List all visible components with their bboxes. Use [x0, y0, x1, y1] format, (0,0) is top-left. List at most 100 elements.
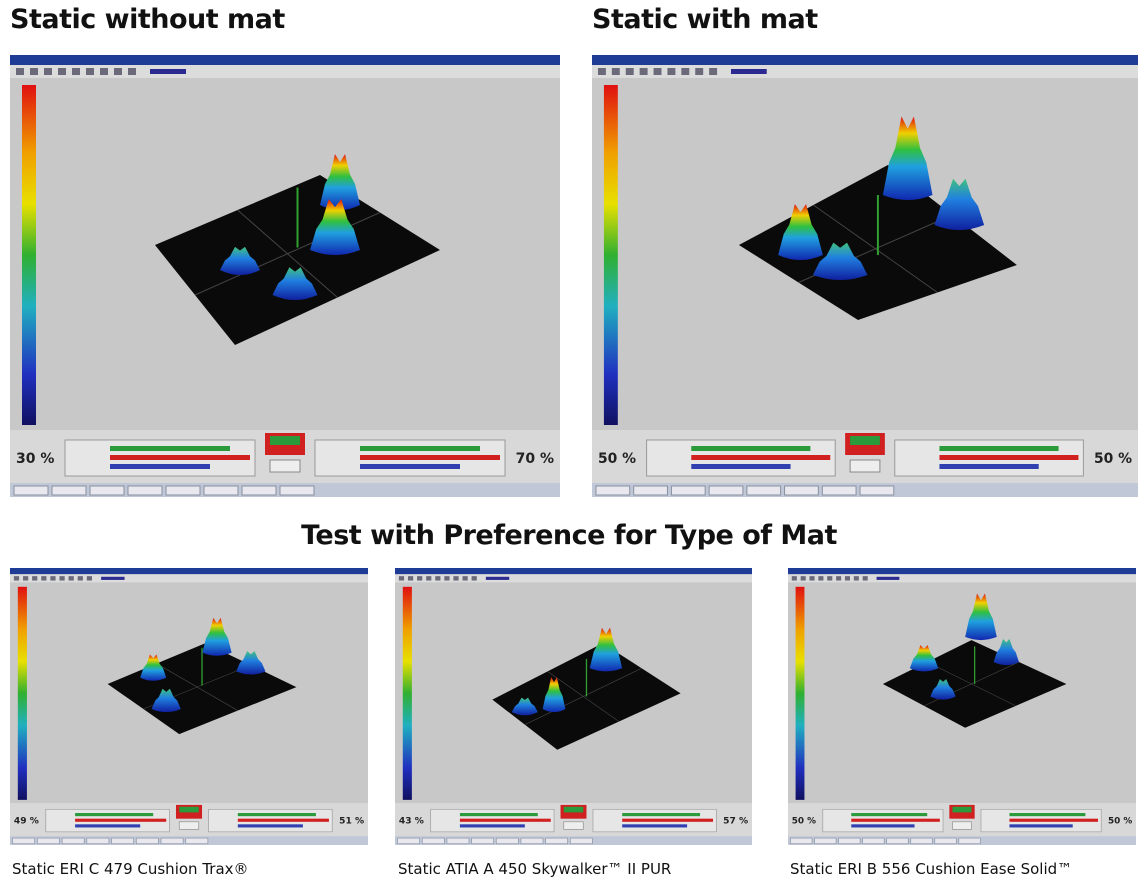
taskbar-item [496, 838, 518, 844]
taskbar-item [161, 838, 183, 844]
toolbar-icon [667, 68, 675, 75]
feet-icon [270, 436, 300, 445]
bar [110, 446, 230, 451]
toolbar-icon [598, 68, 606, 75]
page: Static without mat Static with mat Test … [0, 0, 1138, 886]
bar [1009, 819, 1098, 822]
taskbar-item [791, 838, 813, 844]
taskbar-item [37, 838, 59, 844]
toolbar-label [486, 577, 509, 580]
bar [691, 464, 790, 469]
feet-icon [953, 807, 972, 813]
taskbar-item [839, 838, 861, 844]
toolbar-icon [810, 576, 815, 580]
toolbar-icon [681, 68, 689, 75]
taskbar-item [521, 838, 543, 844]
left-percent: 50 % [598, 451, 636, 467]
taskbar-item [709, 486, 743, 495]
title-bar [592, 55, 1138, 65]
toolbar-icon [408, 576, 413, 580]
bar [460, 824, 525, 827]
bar [110, 464, 210, 469]
toolbar-icon [654, 68, 662, 75]
heading: Static with mat [592, 4, 818, 35]
left-percent: 49 % [14, 817, 39, 827]
taskbar-item [596, 486, 630, 495]
toolbar-icon [612, 68, 620, 75]
toolbar-icon [114, 68, 122, 75]
toolbar-icon [50, 576, 55, 580]
taskbar-item [634, 486, 668, 495]
toolbar-label [731, 69, 767, 74]
bar [110, 455, 250, 460]
button [850, 460, 880, 472]
toolbar-icon [399, 576, 404, 580]
toolbar-icon [626, 68, 634, 75]
bar [238, 813, 316, 816]
feet-icon [564, 807, 583, 813]
toolbar-icon [16, 68, 24, 75]
taskbar-item [280, 486, 314, 495]
right-percent: 50 % [1094, 451, 1132, 467]
bar [360, 455, 500, 460]
feet-icon [179, 807, 199, 813]
bar [75, 819, 166, 822]
taskbar-item [166, 486, 200, 495]
toolbar-icon [426, 576, 431, 580]
bar [622, 824, 687, 827]
taskbar-item [13, 838, 35, 844]
bar [939, 446, 1058, 451]
toolbar-icon [836, 576, 841, 580]
toolbar-icon [801, 576, 806, 580]
taskbar-item [671, 486, 705, 495]
color-scale [604, 85, 618, 425]
taskbar-item [911, 838, 933, 844]
toolbar-icon [640, 68, 648, 75]
bar [75, 813, 153, 816]
bar [360, 464, 460, 469]
left-percent: 50 % [792, 817, 816, 827]
toolbar-icon [30, 68, 38, 75]
right-percent: 51 % [339, 817, 364, 827]
bar [622, 813, 700, 816]
bar [691, 446, 810, 451]
bar [460, 819, 551, 822]
color-scale [22, 85, 36, 425]
caption: Static ERI C 479 Cushion Trax® [12, 860, 249, 878]
right-percent: 70 % [516, 451, 554, 467]
taskbar-item [422, 838, 444, 844]
toolbar-label [150, 69, 186, 74]
toolbar-label [101, 577, 124, 580]
toolbar-icon [41, 576, 46, 580]
button [179, 822, 199, 830]
taskbar-item [472, 838, 494, 844]
bar [360, 446, 480, 451]
button [270, 460, 300, 472]
toolbar-icon [59, 576, 64, 580]
button [953, 822, 972, 830]
screenshot: 49 % 51 % [10, 568, 368, 845]
screenshot: 43 %57 % [395, 568, 752, 845]
bar [622, 819, 713, 822]
taskbar-item [887, 838, 909, 844]
taskbar-item [815, 838, 837, 844]
bar [460, 813, 538, 816]
toolbar-icon [86, 68, 94, 75]
taskbar-item [959, 838, 981, 844]
taskbar-item [822, 486, 856, 495]
taskbar-item [136, 838, 158, 844]
toolbar-icon [72, 68, 80, 75]
toolbar-icon [863, 576, 868, 580]
heading: Test with Preference for Type of Mat [0, 520, 1138, 551]
toolbar-icon [417, 576, 422, 580]
bar [851, 819, 940, 822]
toolbar-icon [78, 576, 83, 580]
toolbar-icon [32, 576, 37, 580]
caption: Static ERI B 556 Cushion Ease Solid™ [790, 860, 1072, 878]
toolbar-icon [58, 68, 66, 75]
title-bar [788, 568, 1136, 574]
title-bar [10, 55, 560, 65]
taskbar-item [204, 486, 238, 495]
taskbar-item [242, 486, 276, 495]
left-percent: 43 % [399, 817, 424, 827]
